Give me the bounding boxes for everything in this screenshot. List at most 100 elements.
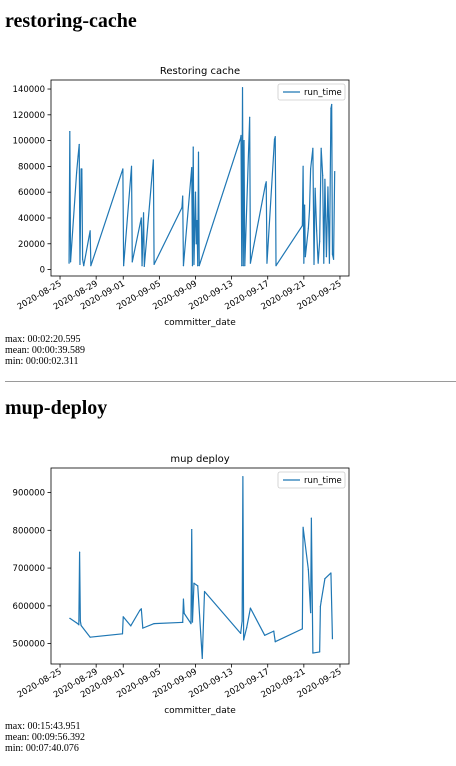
data-point bbox=[78, 143, 80, 146]
y-tick-label: 700000 bbox=[13, 564, 45, 574]
data-point bbox=[68, 262, 70, 264]
stat-min: min: 00:00:02.311 bbox=[5, 356, 79, 367]
data-point bbox=[142, 212, 145, 214]
data-point bbox=[240, 134, 242, 137]
data-point bbox=[324, 578, 326, 580]
data-point bbox=[192, 146, 194, 148]
data-point bbox=[140, 608, 142, 610]
data-point bbox=[203, 590, 206, 593]
data-point bbox=[75, 622, 78, 624]
data-point bbox=[80, 624, 82, 627]
data-point bbox=[331, 103, 333, 106]
stat-min: min: 00:07:40.076 bbox=[5, 743, 79, 754]
data-point bbox=[81, 168, 83, 170]
legend: run_time bbox=[277, 471, 346, 489]
data-point bbox=[273, 138, 276, 140]
data-point bbox=[249, 116, 251, 118]
data-point bbox=[130, 165, 133, 167]
data-point bbox=[327, 186, 329, 188]
y-tick-label: 500000 bbox=[13, 640, 45, 650]
data-point bbox=[182, 195, 184, 197]
data-point bbox=[143, 265, 145, 267]
data-point bbox=[241, 620, 243, 622]
mup-deploy-stats: max: 00:15:43.951 mean: 00:09:56.392 min… bbox=[5, 721, 85, 754]
data-point bbox=[180, 621, 182, 624]
data-point bbox=[191, 167, 193, 169]
data-point bbox=[89, 230, 91, 232]
data-point bbox=[303, 262, 305, 264]
data-point bbox=[241, 265, 243, 267]
data-point bbox=[325, 256, 328, 258]
data-point bbox=[314, 187, 316, 189]
mup-deploy-chart: mup deploy 500000 600000 700000 800000 900000… bbox=[13, 454, 350, 716]
data-point bbox=[274, 136, 276, 138]
data-point bbox=[301, 225, 303, 227]
data-point bbox=[191, 621, 194, 623]
data-point bbox=[69, 617, 71, 619]
chart-title: Restoring cache bbox=[160, 66, 240, 77]
run-time-series-line bbox=[69, 476, 334, 659]
data-point bbox=[310, 517, 312, 519]
y-tick-label: 40000 bbox=[18, 214, 45, 224]
data-point bbox=[331, 638, 334, 640]
section-heading-restoring-cache: restoring-cache bbox=[5, 10, 137, 32]
data-point bbox=[130, 625, 132, 627]
data-point bbox=[121, 633, 124, 635]
y-tick-label: 80000 bbox=[18, 162, 45, 172]
data-point bbox=[334, 170, 336, 173]
data-point bbox=[310, 612, 312, 614]
data-point bbox=[141, 265, 143, 267]
legend-box bbox=[277, 471, 346, 489]
data-point bbox=[242, 265, 244, 267]
legend-box bbox=[277, 83, 346, 101]
x-axis-label: committer_date bbox=[164, 318, 236, 328]
y-tick-label: 0 bbox=[40, 266, 45, 276]
data-point bbox=[330, 107, 332, 109]
data-point bbox=[78, 624, 80, 626]
data-point bbox=[123, 265, 125, 267]
restoring-cache-stats: max: 00:02:20.595 mean: 00:00:39.589 min… bbox=[5, 334, 85, 367]
data-point bbox=[302, 165, 304, 167]
legend: run_time bbox=[277, 83, 346, 101]
run-time-series-line bbox=[68, 87, 336, 267]
data-point bbox=[83, 265, 85, 267]
data-point bbox=[317, 262, 319, 264]
data-point bbox=[307, 568, 309, 571]
data-point bbox=[266, 262, 268, 264]
data-point bbox=[331, 253, 334, 255]
data-point bbox=[191, 265, 194, 267]
data-point bbox=[249, 262, 252, 264]
data-point bbox=[194, 191, 197, 193]
data-point bbox=[77, 155, 79, 157]
data-point bbox=[264, 634, 266, 636]
data-point bbox=[243, 639, 245, 641]
data-point bbox=[332, 258, 335, 260]
data-point bbox=[323, 262, 325, 264]
data-point bbox=[201, 657, 203, 659]
data-point bbox=[75, 172, 78, 174]
restoring-cache-chart: Restoring cache 0 20000 40000 60000 80000 1000… bbox=[13, 66, 350, 328]
data-point bbox=[324, 178, 326, 180]
data-point bbox=[82, 258, 84, 260]
data-point bbox=[307, 227, 309, 229]
section-heading-mup-deploy: mup-deploy bbox=[5, 397, 108, 419]
data-point bbox=[182, 265, 185, 267]
data-point bbox=[319, 240, 321, 242]
y-tick-label: 100000 bbox=[13, 137, 45, 147]
data-point bbox=[197, 265, 199, 267]
data-point bbox=[273, 630, 275, 632]
data-point bbox=[244, 265, 246, 267]
data-point bbox=[183, 612, 185, 614]
data-point bbox=[240, 632, 242, 635]
stat-mean: mean: 00:00:39.589 bbox=[5, 345, 85, 356]
data-point bbox=[182, 598, 185, 600]
data-point bbox=[89, 636, 91, 638]
stat-mean: mean: 00:09:56.392 bbox=[5, 732, 85, 743]
data-point bbox=[304, 204, 306, 206]
legend-label: run_time bbox=[304, 88, 342, 98]
data-point bbox=[139, 609, 141, 611]
data-point bbox=[140, 217, 142, 219]
data-point bbox=[319, 651, 321, 653]
data-point bbox=[308, 209, 311, 211]
data-point bbox=[196, 219, 198, 222]
